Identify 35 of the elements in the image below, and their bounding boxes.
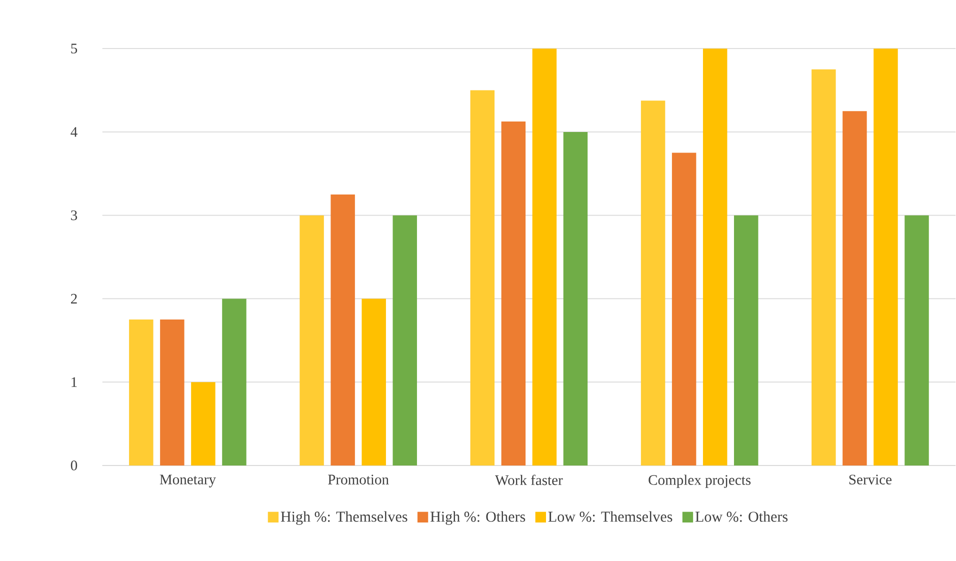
bar (160, 319, 184, 466)
bar (191, 382, 216, 466)
y-tick-label: 3 (71, 210, 78, 220)
x-tick-label: Monetary (160, 474, 216, 488)
bar (300, 215, 324, 466)
y-tick-label: 0 (70, 460, 78, 470)
legend-label: Low %: Themselves (548, 511, 672, 522)
x-tick-label: Promotion (328, 474, 389, 484)
bar (874, 48, 898, 466)
bar (563, 132, 588, 466)
x-tick-label: Service (849, 474, 892, 484)
y-tick-label: 4 (70, 127, 78, 137)
bar (392, 215, 417, 466)
bar (129, 319, 154, 466)
bar (702, 48, 728, 466)
bar (501, 121, 526, 466)
legend-label: High %: Themselves (280, 511, 408, 525)
legend-label: High %: Others (430, 511, 526, 525)
bar (734, 215, 758, 466)
bar (904, 215, 929, 466)
bar (812, 69, 836, 466)
y-tick-label: 2 (70, 294, 77, 304)
x-tick-label: Work faster (495, 474, 563, 485)
bar (532, 48, 557, 466)
legend-label: Low %: Others (695, 511, 788, 522)
y-tick-label: 1 (72, 377, 77, 387)
bar (640, 100, 666, 466)
bar (330, 194, 355, 466)
bar (362, 298, 386, 466)
y-tick-label: 5 (71, 44, 78, 54)
x-tick-label: Complex projects (648, 474, 751, 488)
bar (470, 90, 495, 466)
bar (672, 152, 696, 466)
bar (222, 298, 246, 466)
bar (842, 110, 867, 466)
